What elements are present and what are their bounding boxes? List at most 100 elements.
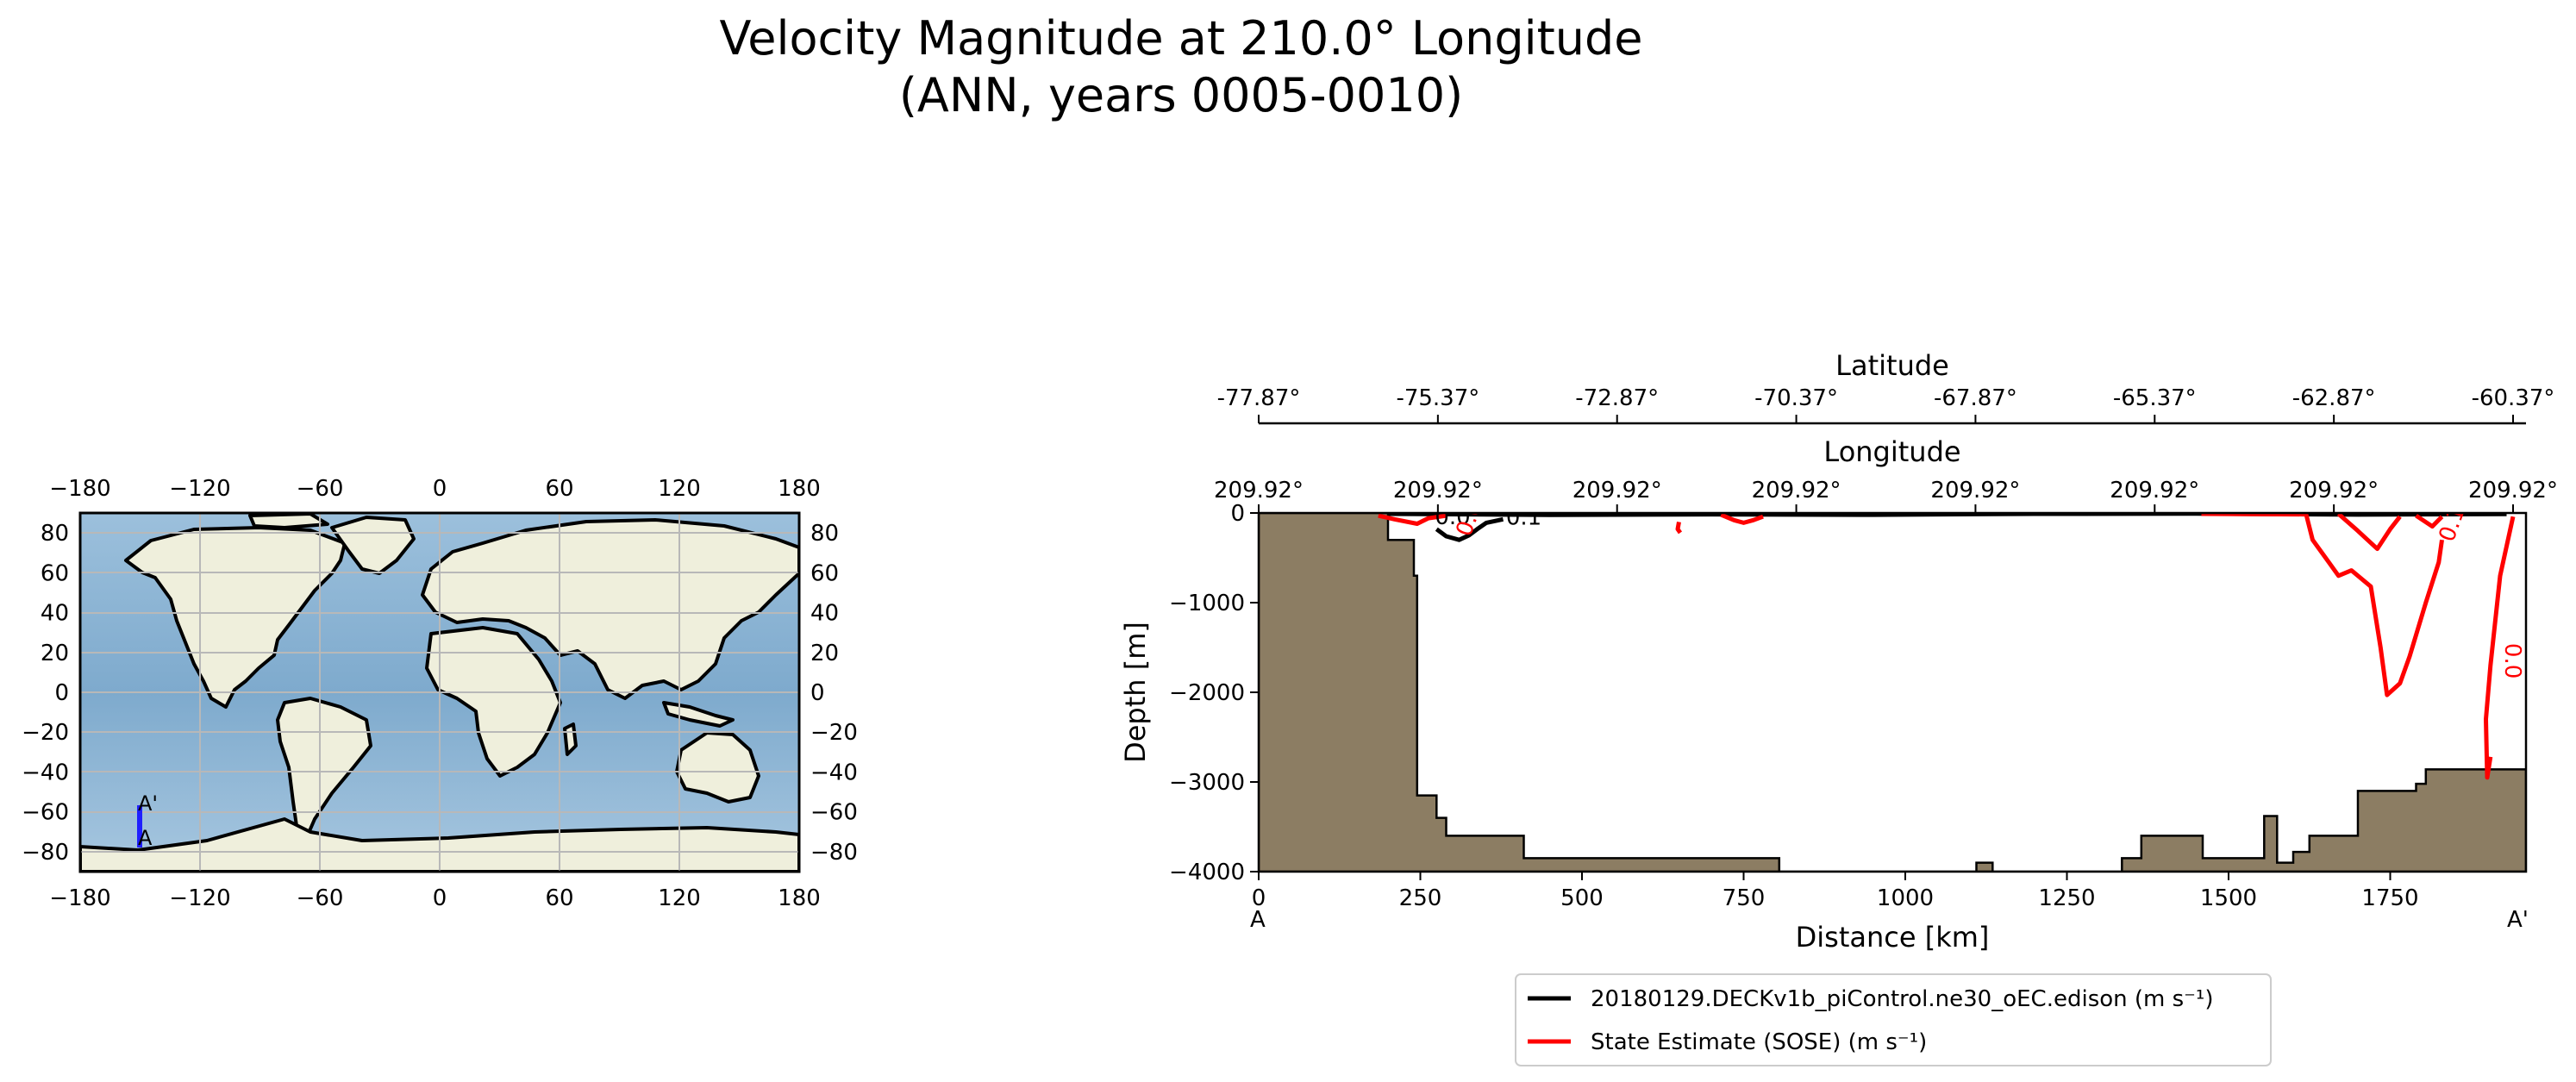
sose-contour	[2201, 513, 2444, 697]
x-tick-label: 750	[1723, 885, 1766, 911]
sose-contour	[2484, 516, 2516, 780]
legend-label-sose: State Estimate (SOSE) (m s⁻¹)	[1591, 1029, 1927, 1055]
latitude-tick-label: -60.37°	[2472, 385, 2555, 411]
title-line-2: (ANN, years 0005-0010)	[898, 68, 1464, 122]
map-x-tick-top: −180	[49, 476, 110, 502]
model-contour	[1387, 513, 2507, 517]
map-y-tick-left: 40	[41, 601, 69, 627]
model-contour	[1435, 516, 1504, 542]
title-line-1: Velocity Magnitude at 210.0° Longitude	[719, 11, 1643, 66]
y-tick-label: −1000	[1169, 591, 1245, 616]
x-tick-label: 1750	[2361, 885, 2418, 911]
map-y-tick-left: −20	[22, 720, 69, 746]
map-y-tick-right: 20	[810, 641, 839, 666]
map-y-tick-left: 80	[41, 521, 69, 547]
land-indonesia	[662, 701, 735, 728]
legend-label-model: 20180129.DECKv1b_piControl.ne30_oEC.edis…	[1591, 986, 2213, 1012]
map-y-tick-right: −80	[810, 840, 858, 866]
contour-labels: 0.0 0.10.0 0.10.0	[1435, 504, 2525, 679]
map-gridlines	[80, 513, 799, 872]
x-tick-label: 1500	[2200, 885, 2257, 911]
map-y-tick-left: −40	[22, 760, 69, 785]
map-y-tick-right: 0	[810, 680, 825, 706]
map-y-tick-right: −60	[810, 800, 858, 826]
longitude-tick-label: 209.92°	[2110, 478, 2199, 503]
section-start-label: A	[138, 826, 153, 850]
map-x-tick-bottom: −120	[169, 885, 230, 911]
longitude-tick-label: 209.92°	[1752, 478, 1841, 503]
y-tick-label: −4000	[1169, 860, 1245, 885]
sose-contour	[2415, 514, 2444, 529]
y-tick-label: −3000	[1169, 770, 1245, 796]
latitude-axis-label: Latitude	[1835, 349, 1949, 382]
map-x-tick-top: 180	[778, 476, 821, 502]
land-africa	[425, 626, 562, 778]
map-x-tick-bottom: 180	[778, 885, 821, 911]
map-y-tick-right: 60	[810, 560, 839, 586]
latitude-tick-label: -77.87°	[1217, 385, 1301, 411]
map-x-ticks-top: −180 −120 −60 0 60 120 180	[49, 476, 821, 502]
longitude-tick-label: 209.92°	[1214, 478, 1304, 503]
land-greenland	[330, 516, 416, 575]
longitude-tick-label: 209.92°	[2468, 478, 2558, 503]
contour-lines	[1378, 513, 2516, 780]
map-x-tick-top: −60	[297, 476, 344, 502]
latitude-tick-label: -70.37°	[1754, 385, 1838, 411]
sose-contour	[2336, 513, 2402, 552]
contour-label: 0.0	[2499, 643, 2525, 679]
contour-label: 0.0	[1435, 504, 1470, 530]
map-x-tick-bottom: 120	[658, 885, 701, 911]
legend: 20180129.DECKv1b_piControl.ne30_oEC.edis…	[1515, 973, 2272, 1066]
map-x-tick-bottom: 60	[545, 885, 573, 911]
map-x-tick-top: 60	[545, 476, 573, 502]
bathymetry-fill	[1259, 513, 2526, 872]
map-y-ticks-right: 80 60 40 20 0 −20 −40 −60 −80	[810, 521, 858, 866]
map-x-tick-top: 0	[433, 476, 447, 502]
section-start-label: A	[1250, 907, 1266, 933]
legend-box	[1515, 973, 2272, 1066]
section-background	[1259, 513, 2526, 872]
map-y-tick-left: 20	[41, 641, 69, 666]
latitude-tick-label: -62.87°	[2292, 385, 2376, 411]
map-y-tick-left: −80	[22, 840, 69, 866]
y-tick-label: 0	[1230, 501, 1245, 527]
sose-contour	[1675, 521, 1683, 535]
y-tick-label: −2000	[1169, 680, 1245, 706]
map-x-tick-top: 120	[658, 476, 701, 502]
contour-label: 0.1	[1506, 505, 1541, 531]
land-australia	[675, 731, 760, 804]
map-panel: A' A −180 −120 −60 0 60 120 180 −180 −120 −60 0 60…	[22, 476, 858, 911]
latitude-tick-label: -65.37°	[2113, 385, 2197, 411]
section-panel: 0.0 0.10.0 0.10.0 0 250 500 750 1000 1250 1500 17…	[1119, 349, 2558, 954]
longitude-ticks: 209.92° 209.92° 209.92° 209.92° 209.92° 209.9…	[1214, 478, 2558, 513]
x-tick-label: 250	[1399, 885, 1442, 911]
section-x-ticks: 0 250 500 750 1000 1250 1500 1750	[1252, 872, 2419, 911]
map-frame	[78, 511, 801, 873]
map-y-tick-left: −60	[22, 800, 69, 826]
map-x-tick-top: −120	[169, 476, 230, 502]
map-y-ticks-left: 80 60 40 20 0 −20 −40 −60 −80	[22, 521, 69, 866]
latitude-ticks: -77.87° -75.37° -72.87° -70.37° -67.87° -65.3…	[1217, 385, 2555, 423]
longitude-tick-label: 209.92°	[2289, 478, 2379, 503]
map-x-ticks-bottom: −180 −120 −60 0 60 120 180	[49, 885, 821, 911]
latitude-tick-label: -67.87°	[1934, 385, 2017, 411]
y-axis-label: Depth [m]	[1119, 622, 1152, 763]
x-tick-label: 1000	[1877, 885, 1934, 911]
map-x-tick-bottom: −60	[297, 885, 344, 911]
map-y-tick-right: 80	[810, 521, 839, 547]
section-end-label: A'	[2507, 907, 2529, 933]
longitude-tick-label: 209.92°	[1393, 478, 1483, 503]
land-eurasia	[421, 518, 799, 700]
latitude-tick-label: -75.37°	[1396, 385, 1479, 411]
land-madagascar	[563, 722, 578, 756]
x-tick-label: 1250	[2038, 885, 2095, 911]
latitude-tick-label: -72.87°	[1575, 385, 1659, 411]
section-y-ticks: 0 −1000 −2000 −3000 −4000	[1169, 501, 1259, 885]
sose-contour	[1720, 513, 1764, 525]
x-tick-label: 500	[1560, 885, 1604, 911]
map-x-tick-bottom: 0	[433, 885, 447, 911]
map-y-tick-right: 40	[810, 601, 839, 627]
land-arctic-islands	[248, 513, 329, 529]
x-tick-label: 0	[1252, 885, 1266, 911]
